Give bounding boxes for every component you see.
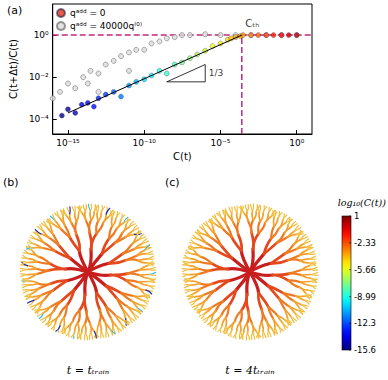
svg-text:1: 1 (354, 211, 359, 221)
svg-text:10⁻⁴: 10⁻⁴ (29, 114, 49, 124)
svg-text:10⁻¹⁰: 10⁻¹⁰ (133, 138, 157, 148)
svg-text:-15.6: -15.6 (354, 345, 376, 355)
svg-text:-2.33: -2.33 (354, 238, 376, 248)
svg-text:10⁻⁵: 10⁻⁵ (211, 138, 231, 148)
svg-text:10⁻¹⁵: 10⁻¹⁵ (56, 138, 80, 148)
svg-text:10⁻²: 10⁻² (29, 72, 49, 82)
svg-text:t = tₜᵣₐᵢₙ: t = tₜᵣₐᵢₙ (67, 364, 109, 377)
svg-text:C(t): C(t) (173, 151, 192, 162)
svg-text:1/3: 1/3 (209, 68, 223, 78)
svg-text:qᵃᵈᵈ = 40000q⁽⁰⁾: qᵃᵈᵈ = 40000q⁽⁰⁾ (70, 21, 142, 31)
svg-text:10⁰: 10⁰ (34, 30, 49, 40)
svg-text:C(t+Δt)/C(t): C(t+Δt)/C(t) (8, 39, 19, 99)
svg-text:(b): (b) (3, 176, 19, 189)
svg-text:-12.3: -12.3 (354, 318, 376, 328)
svg-text:(a): (a) (7, 4, 22, 17)
svg-text:10⁰: 10⁰ (289, 138, 304, 148)
svg-text:-5.66: -5.66 (354, 265, 376, 275)
svg-text:(c): (c) (165, 176, 180, 189)
svg-text:log₁₀(C(t)): log₁₀(C(t)) (338, 197, 387, 208)
svg-text:qᵃᵈᵈ = 0: qᵃᵈᵈ = 0 (70, 8, 106, 18)
svg-text:Cₜₕ: Cₜₕ (245, 18, 259, 29)
svg-text:-8.99: -8.99 (354, 292, 376, 302)
svg-text:t = 4tₜᵣₐᵢₙ: t = 4tₜᵣₐᵢₙ (225, 364, 274, 377)
